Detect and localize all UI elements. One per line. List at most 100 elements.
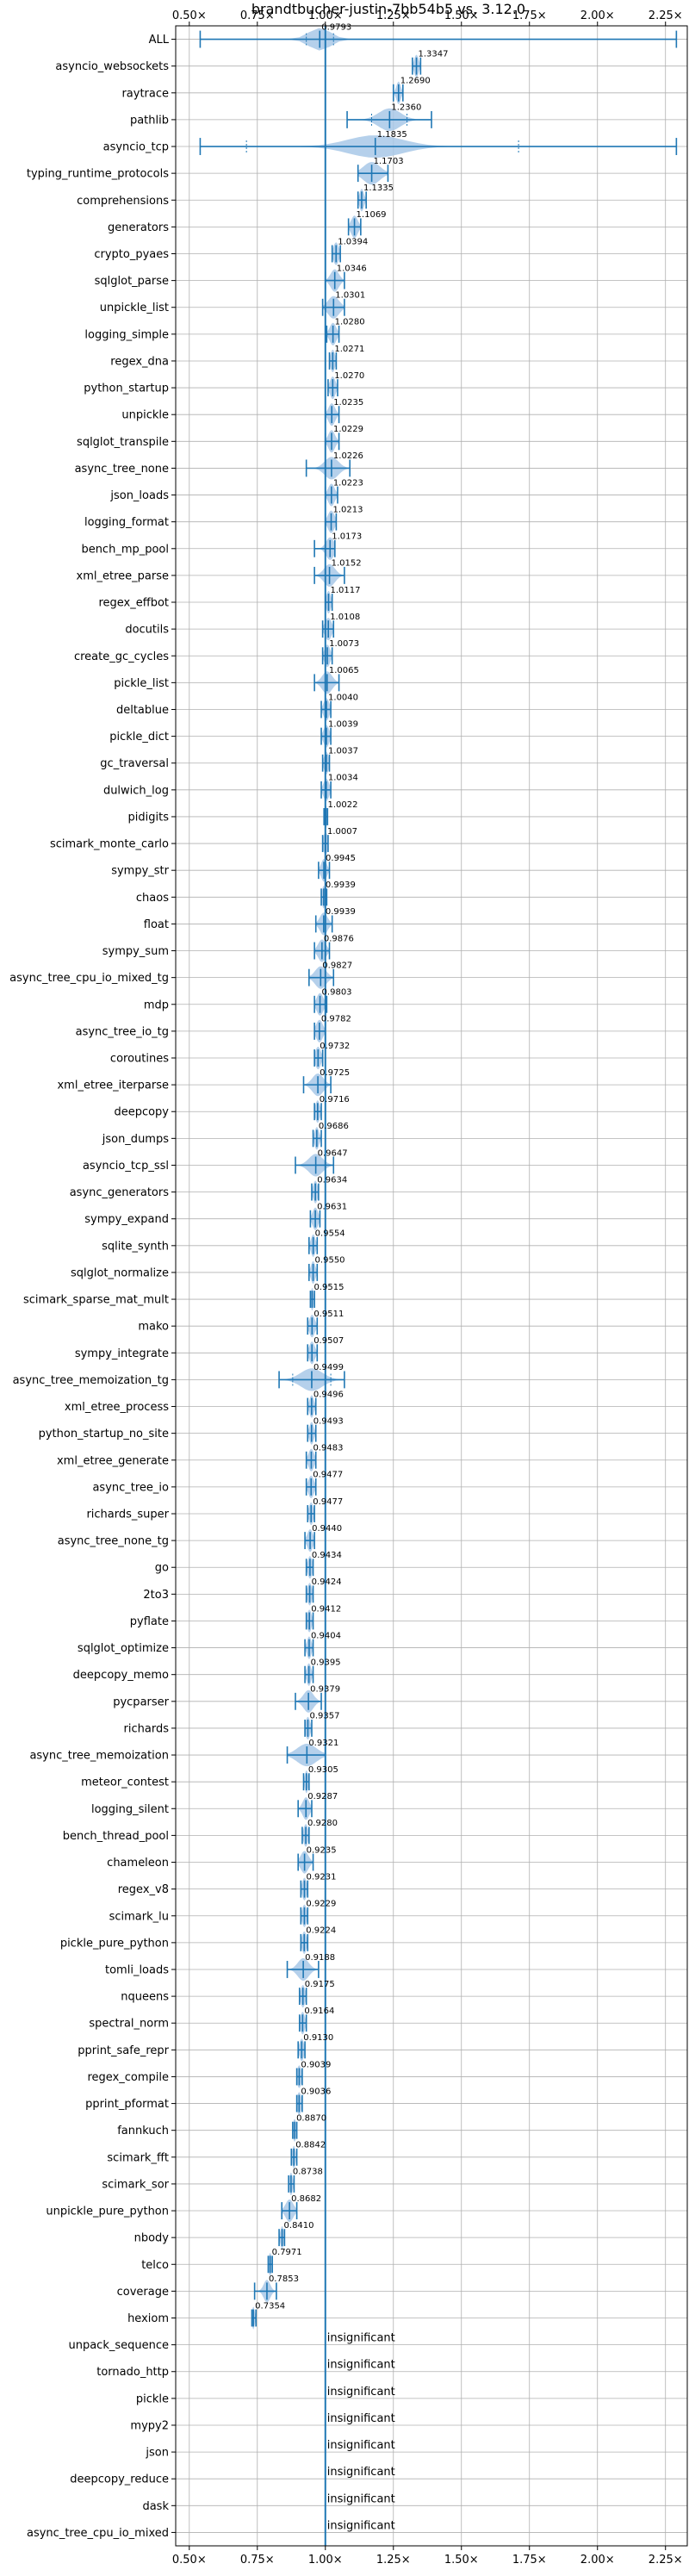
value-label: 1.0280 — [335, 318, 365, 327]
benchmark-name-label: docutils — [125, 624, 169, 637]
benchmark-name-label: sympy_str — [111, 865, 169, 878]
benchmark-name-label: asyncio_websockets — [55, 60, 169, 73]
value-label: 0.9229 — [306, 1900, 336, 1909]
value-label: 1.0034 — [328, 774, 358, 783]
benchmark-name-label: 2to3 — [143, 1589, 169, 1602]
value-label: 0.9164 — [304, 2007, 334, 2016]
x-tick-label-bottom: 2.25× — [649, 2554, 683, 2567]
benchmark-name-label: scimark_monte_carlo — [50, 838, 169, 851]
value-label: 0.9511 — [313, 1310, 344, 1319]
benchmark-name-label: async_tree_memoization_tg — [13, 1374, 169, 1387]
x-tick-label-bottom: 2.00× — [580, 2554, 615, 2567]
value-label: 0.9235 — [307, 1845, 337, 1855]
benchmark-name-label: sqlite_synth — [102, 1240, 169, 1253]
benchmark-name-label: logging_simple — [84, 328, 169, 341]
value-label: 0.9395 — [311, 1658, 341, 1667]
insignificant-label: insignificant — [327, 2466, 395, 2479]
value-label: 1.1335 — [363, 184, 394, 193]
value-label: 0.9634 — [317, 1175, 347, 1185]
benchmark-name-label: go — [155, 1562, 169, 1575]
benchmark-name-label: nbody — [134, 2232, 170, 2245]
value-label: 0.9424 — [312, 1577, 342, 1587]
value-label: 0.9939 — [326, 880, 356, 890]
benchmark-name-label: asyncio_tcp — [103, 141, 169, 154]
benchmark-name-label: pathlib — [130, 114, 169, 127]
benchmark-name-label: sqlglot_normalize — [71, 1266, 169, 1279]
benchmark-name-label: dulwich_log — [103, 784, 169, 797]
benchmark-name-label: chaos — [136, 892, 169, 905]
x-tick-label-bottom: 1.75× — [512, 2554, 547, 2567]
benchmark-name-label: tornado_http — [96, 2366, 169, 2379]
value-label: 0.9939 — [326, 907, 356, 917]
benchmark-name-label: scimark_fft — [107, 2151, 169, 2164]
benchmark-name-label: mypy2 — [130, 2419, 169, 2432]
value-label: 0.9725 — [320, 1068, 350, 1078]
benchmark-name-label: async_tree_none — [75, 463, 169, 476]
benchmark-name-label: mako — [138, 1321, 169, 1334]
value-label: 0.9483 — [313, 1444, 343, 1453]
value-label: 0.9496 — [313, 1390, 344, 1399]
value-label: 0.9876 — [324, 934, 354, 943]
value-label: 0.7853 — [269, 2274, 299, 2284]
insignificant-label: insignificant — [327, 2439, 395, 2452]
benchmark-name-label: mdp — [144, 999, 169, 1011]
value-label: 0.9732 — [320, 1042, 350, 1051]
value-label: 0.9280 — [307, 1819, 338, 1828]
value-label: 1.0223 — [333, 478, 363, 488]
benchmark-name-label: crypto_pyaes — [94, 248, 169, 261]
benchmark-name-label: tomli_loads — [105, 1963, 169, 1976]
benchmark-name-label: pickle_list — [114, 677, 169, 690]
benchmark-name-label: deepcopy_memo — [73, 1669, 169, 1682]
value-label: 0.9477 — [313, 1471, 343, 1480]
benchmark-name-label: scimark_sparse_mat_mult — [23, 1294, 169, 1307]
benchmark-name-label: logging_silent — [91, 1803, 169, 1816]
value-label: 1.0226 — [333, 451, 363, 461]
x-tick-label-top: 1.00× — [308, 9, 343, 22]
benchmark-name-label: create_gc_cycles — [74, 650, 169, 663]
benchmark-name-label: async_generators — [70, 1186, 170, 1199]
benchmark-name-label: pickle_dict — [109, 731, 169, 744]
value-label: 0.8682 — [291, 2194, 321, 2204]
value-label: 0.9287 — [307, 1792, 338, 1801]
benchmark-name-label: gc_traversal — [100, 757, 169, 770]
benchmark-name-label: chameleon — [107, 1857, 169, 1870]
value-label: 0.9357 — [309, 1712, 339, 1721]
value-label: 0.9305 — [308, 1765, 338, 1775]
benchmark-name-label: sympy_expand — [84, 1213, 169, 1226]
insignificant-label: insignificant — [327, 2412, 395, 2425]
benchmark-name-label: regex_dna — [110, 355, 169, 368]
value-label: 0.9945 — [326, 854, 356, 863]
benchmark-name-label: nqueens — [121, 1991, 169, 2004]
axis-layer: 0.50× 0.50× 0.75× 0.75× 1.00× 1.00× 1.25× 1.25×… — [171, 9, 683, 2567]
value-label: 0.9188 — [305, 1953, 335, 1963]
benchmark-name-label: fannkuch — [117, 2125, 169, 2137]
value-label: 0.8410 — [284, 2221, 314, 2231]
value-label: 1.0301 — [335, 291, 365, 301]
insignificant-label: insignificant — [327, 2386, 395, 2399]
value-label: 0.9554 — [315, 1229, 345, 1239]
benchmark-name-label: unpickle_pure_python — [46, 2206, 169, 2218]
value-label: 1.0152 — [332, 559, 362, 569]
value-label: 1.0229 — [333, 425, 363, 434]
value-label: 0.7354 — [255, 2301, 285, 2311]
benchmark-name-label: async_tree_io_tg — [76, 1025, 169, 1038]
value-label: 1.0213 — [333, 505, 363, 514]
benchmark-name-label: deltablue — [116, 704, 169, 717]
value-label: 0.9686 — [319, 1122, 349, 1131]
benchmark-name-label: unpickle_list — [100, 302, 169, 314]
value-label: 1.0073 — [329, 639, 359, 649]
benchmark-name-label: pyflate — [130, 1615, 169, 1628]
value-label: 0.9379 — [310, 1685, 340, 1695]
value-label: 0.9716 — [320, 1095, 350, 1104]
x-tick-label-bottom: 1.50× — [444, 2554, 479, 2567]
benchmark-name-label: python_startup — [84, 383, 169, 395]
benchmark-name-label: xml_etree_iterparse — [57, 1080, 169, 1092]
x-tick-label-bottom: 0.75× — [240, 2554, 275, 2567]
value-label: 1.3347 — [419, 49, 449, 59]
benchmark-name-label: logging_format — [84, 516, 169, 529]
x-tick-label-top: 1.50× — [444, 9, 479, 22]
benchmark-name-label: telco — [141, 2259, 169, 2272]
benchmark-name-label: richards — [124, 1722, 170, 1735]
value-label: 0.9224 — [306, 1926, 336, 1936]
